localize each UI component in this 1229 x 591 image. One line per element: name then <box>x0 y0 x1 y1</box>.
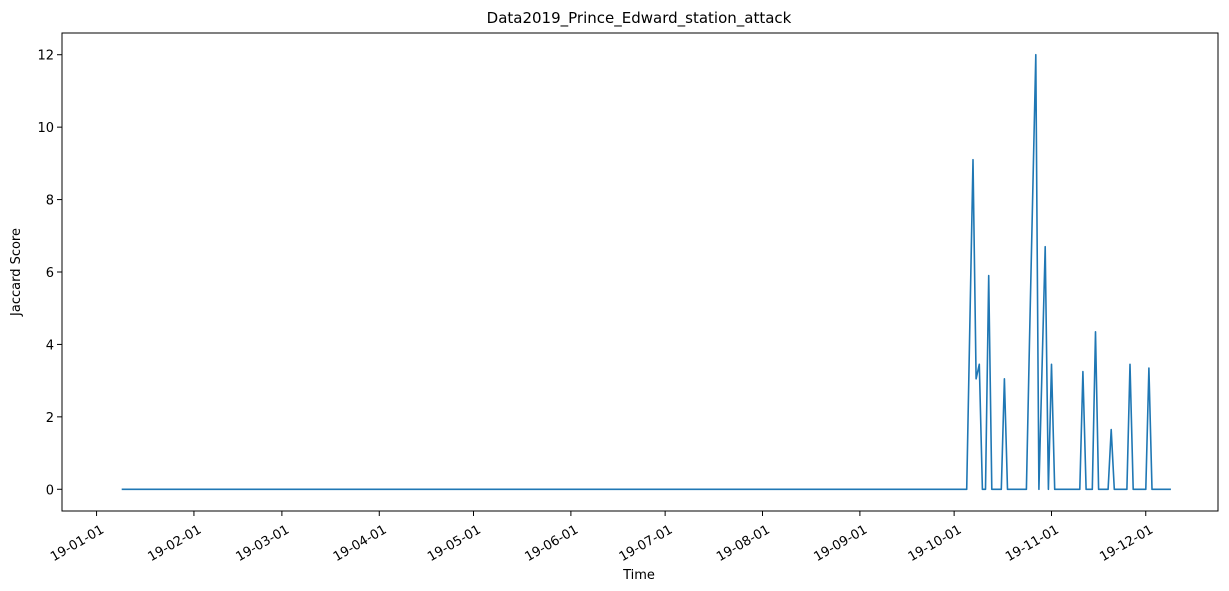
x-tick-label: 19-05-01 <box>425 522 484 564</box>
y-tick-label: 4 <box>46 338 54 353</box>
x-tick-label: 19-04-01 <box>331 522 390 564</box>
x-tick-label: 19-06-01 <box>522 522 581 564</box>
x-axis-ticks: 19-01-01 19-02-01 19-03-01 19-04-01 19-05-01… <box>48 511 1156 565</box>
y-tick-label: 12 <box>37 49 54 64</box>
y-tick-label: 0 <box>46 483 54 498</box>
y-tick-label: 2 <box>46 411 54 426</box>
y-tick-label: 8 <box>46 194 54 209</box>
chart-title: Data2019_Prince_Edward_station_attack <box>487 9 792 28</box>
y-tick-label: 10 <box>37 121 54 136</box>
x-tick-label: 19-11-01 <box>1003 522 1062 564</box>
y-axis-label: Jaccard Score <box>9 228 24 317</box>
x-tick-label: 19-10-01 <box>906 522 965 564</box>
series-line <box>121 53 1171 491</box>
y-axis-ticks: 0 2 4 6 8 10 12 <box>37 49 62 498</box>
x-tick-label: 19-03-01 <box>233 522 292 564</box>
x-tick-label: 19-09-01 <box>811 522 870 564</box>
plot-area: 19-01-01 19-02-01 19-03-01 19-04-01 19-05-01… <box>37 32 1219 565</box>
x-tick-label: 19-07-01 <box>617 522 676 564</box>
x-tick-label: 19-08-01 <box>714 522 773 564</box>
y-tick-label: 6 <box>46 266 54 281</box>
x-tick-label: 19-01-01 <box>48 522 107 564</box>
x-tick-label: 19-12-01 <box>1097 522 1156 564</box>
x-axis-label: Time <box>622 568 655 583</box>
x-tick-label: 19-02-01 <box>146 522 205 564</box>
